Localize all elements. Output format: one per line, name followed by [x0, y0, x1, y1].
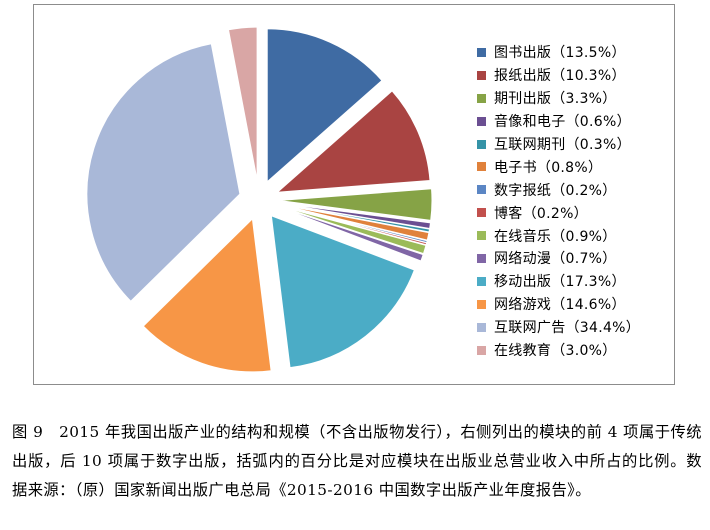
pie-slice-4 — [278, 203, 431, 233]
legend-label: 互联网广告（34.4%） — [494, 320, 641, 337]
chart-frame: 图书出版（13.5%） 报纸出版（10.3%） 期刊出版（3.3%） 音像和电子（0.… — [33, 4, 675, 385]
legend-swatch — [477, 47, 486, 57]
legend-swatch — [477, 253, 486, 263]
pie-chart — [86, 26, 433, 373]
legend-swatch — [477, 276, 486, 286]
pie-slice-12 — [86, 43, 241, 302]
legend-item-9: 网络动漫（0.7%） — [477, 247, 672, 270]
legend-label: 数字报纸（0.2%） — [494, 182, 617, 199]
legend-swatch — [477, 116, 486, 126]
legend-label: 移动出版（17.3%） — [494, 274, 626, 291]
legend-swatch — [477, 231, 486, 241]
legend-swatch — [477, 208, 486, 218]
pie-slice-7 — [278, 204, 428, 246]
legend-item-8: 在线音乐（0.9%） — [477, 224, 672, 247]
pie-slice-10 — [270, 214, 416, 369]
pie-slice-1 — [275, 90, 431, 193]
legend-item-3: 音像和电子（0.6%） — [477, 110, 672, 133]
legend-label: 图书出版（13.5%） — [494, 45, 626, 62]
legend-label: 在线音乐（0.9%） — [494, 228, 617, 245]
legend-swatch — [477, 139, 486, 149]
pie-slice-13 — [227, 26, 258, 181]
legend-swatch — [477, 322, 486, 332]
pie-slice-0 — [266, 28, 383, 183]
legend-item-0: 图书出版（13.5%） — [477, 41, 672, 64]
legend-label: 网络游戏（14.6%） — [494, 297, 626, 314]
legend-label: 博客（0.2%） — [494, 205, 588, 222]
legend-item-1: 报纸出版（10.3%） — [477, 64, 672, 87]
legend-item-11: 网络游戏（14.6%） — [477, 293, 672, 316]
pie-slice-5 — [278, 203, 430, 241]
legend-item-10: 移动出版（17.3%） — [477, 270, 672, 293]
legend-label: 在线教育（3.0%） — [494, 343, 617, 360]
legend-swatch — [477, 162, 486, 172]
pie-slice-2 — [278, 188, 433, 221]
pie-slice-3 — [278, 202, 432, 230]
pie-slice-8 — [278, 205, 427, 255]
legend-swatch — [477, 299, 486, 309]
legend-label: 报纸出版（10.3%） — [494, 68, 626, 85]
legend-item-12: 互联网广告（34.4%） — [477, 316, 672, 339]
legend-item-5: 电子书（0.8%） — [477, 155, 672, 178]
figure-caption: 图 9 2015 年我国出版产业的结构和规模（不含出版物发行），右侧列出的模块的… — [12, 423, 702, 499]
legend-label: 互联网期刊（0.3%） — [494, 137, 631, 153]
legend-item-13: 在线教育（3.0%） — [477, 339, 672, 362]
legend-swatch — [477, 70, 486, 80]
legend-item-7: 博客（0.2%） — [477, 201, 672, 224]
legend: 图书出版（13.5%） 报纸出版（10.3%） 期刊出版（3.3%） 音像和电子（0.… — [477, 41, 672, 361]
legend-label: 音像和电子（0.6%） — [494, 114, 631, 131]
legend-swatch — [477, 93, 486, 103]
legend-label: 网络动漫（0.7%） — [494, 251, 617, 268]
pie-slice-9 — [277, 206, 424, 262]
legend-item-4: 互联网期刊（0.3%） — [477, 133, 672, 156]
legend-swatch — [477, 345, 486, 355]
legend-item-6: 数字报纸（0.2%） — [477, 178, 672, 201]
pie-slice-11 — [142, 217, 272, 373]
legend-label: 电子书（0.8%） — [494, 159, 603, 176]
legend-swatch — [477, 185, 486, 195]
legend-item-2: 期刊出版（3.3%） — [477, 87, 672, 110]
legend-label: 期刊出版（3.3%） — [494, 91, 617, 108]
